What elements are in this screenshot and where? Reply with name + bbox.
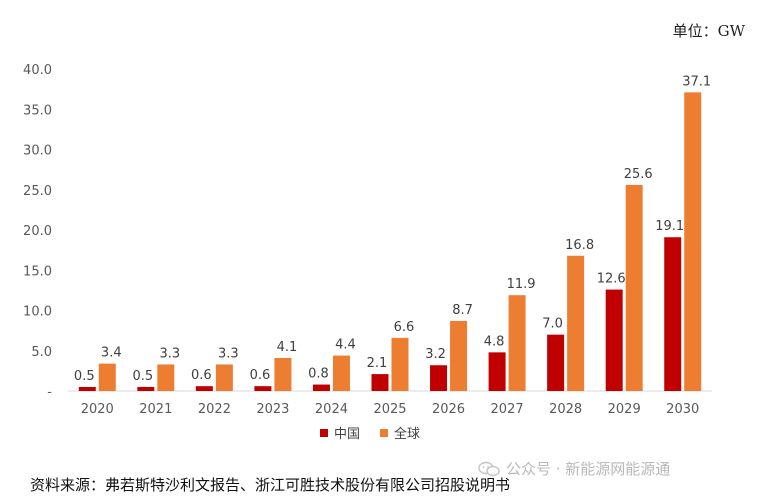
bar-global <box>508 295 526 391</box>
data-label-china: 7.0 <box>542 317 563 332</box>
data-label-global: 37.1 <box>682 74 711 89</box>
x-tick-label: 2024 <box>315 402 348 417</box>
wechat-icon <box>478 461 500 476</box>
data-label-global: 16.8 <box>565 238 594 253</box>
bar-global <box>215 364 233 391</box>
y-tick-label: 35.0 <box>23 103 52 118</box>
x-tick-label: 2023 <box>256 402 289 417</box>
bar-global <box>684 92 702 391</box>
data-label-global: 25.6 <box>624 167 653 182</box>
y-tick-label: 25.0 <box>23 184 52 199</box>
data-label-china: 12.6 <box>597 272 626 287</box>
bar-china <box>605 289 623 391</box>
bar-china <box>430 365 448 391</box>
bar-global <box>391 337 409 391</box>
data-label-china: 0.6 <box>191 368 212 383</box>
x-tick-label: 2029 <box>608 402 641 417</box>
x-tick-label: 2030 <box>666 402 699 417</box>
bar-china <box>254 386 272 391</box>
data-label-china: 0.8 <box>308 367 329 382</box>
x-tick-label: 2025 <box>373 402 406 417</box>
y-tick-label: - <box>47 385 52 400</box>
x-tick-label: 2021 <box>139 402 172 417</box>
x-tick-label: 2020 <box>81 402 114 417</box>
x-tick-label: 2028 <box>549 402 582 417</box>
bar-global <box>625 184 643 391</box>
data-label-china: 2.1 <box>367 356 388 371</box>
bar-global <box>274 357 292 391</box>
data-label-global: 3.3 <box>159 346 180 361</box>
data-label-china: 4.8 <box>484 334 505 349</box>
data-label-china: 0.5 <box>132 369 153 384</box>
bar-global <box>332 355 350 391</box>
data-label-china: 0.5 <box>74 369 95 384</box>
bar-china <box>488 352 506 391</box>
y-tick-label: 15.0 <box>23 264 52 279</box>
legend-swatch <box>380 429 388 437</box>
watermark: 公众号 · 新能源网能源通 <box>478 458 670 479</box>
bar-global <box>157 364 175 391</box>
data-label-global: 4.4 <box>335 338 356 353</box>
unit-label: 单位：GW <box>672 22 745 40</box>
data-label-china: 0.6 <box>250 368 271 383</box>
bar-china <box>312 384 330 391</box>
bar-china <box>137 386 155 391</box>
data-label-global: 3.4 <box>101 346 122 361</box>
bar-china <box>78 386 96 391</box>
source-note: 资料来源：弗若斯特沙利文报告、浙江可胜技术股份有限公司招股说明书 <box>30 476 511 494</box>
data-label-global: 8.7 <box>452 303 473 318</box>
y-tick-label: 30.0 <box>23 144 52 159</box>
data-label-china: 3.2 <box>425 347 446 362</box>
bar-global <box>567 255 585 391</box>
bar-global <box>98 363 116 391</box>
x-tick-label: 2022 <box>198 402 231 417</box>
data-label-china: 19.1 <box>655 219 684 234</box>
bar-global <box>450 320 468 391</box>
bar-china <box>371 374 389 391</box>
bar-china <box>547 334 565 391</box>
data-label-global: 3.3 <box>218 346 239 361</box>
x-tick-label: 2026 <box>432 402 465 417</box>
bar-chart: - 5.0 10.0 15.0 20.0 25.0 30.0 35.0 40.0 0.5 3.4 20… <box>23 63 712 442</box>
legend-swatch <box>320 429 328 437</box>
watermark-text: 公众号 · 新能源网能源通 <box>506 460 671 478</box>
bar-china <box>664 237 682 391</box>
x-tick-label: 2027 <box>491 402 524 417</box>
y-tick-label: 5.0 <box>31 345 52 360</box>
bar-china <box>195 386 213 391</box>
data-label-global: 6.6 <box>394 320 415 335</box>
legend-label: 中国 <box>334 427 360 442</box>
legend-label: 全球 <box>394 426 420 442</box>
data-label-global: 11.9 <box>507 277 536 292</box>
y-tick-label: 40.0 <box>23 63 52 78</box>
data-label-global: 4.1 <box>277 340 298 355</box>
y-tick-label: 10.0 <box>23 305 52 320</box>
y-tick-label: 20.0 <box>23 224 52 239</box>
